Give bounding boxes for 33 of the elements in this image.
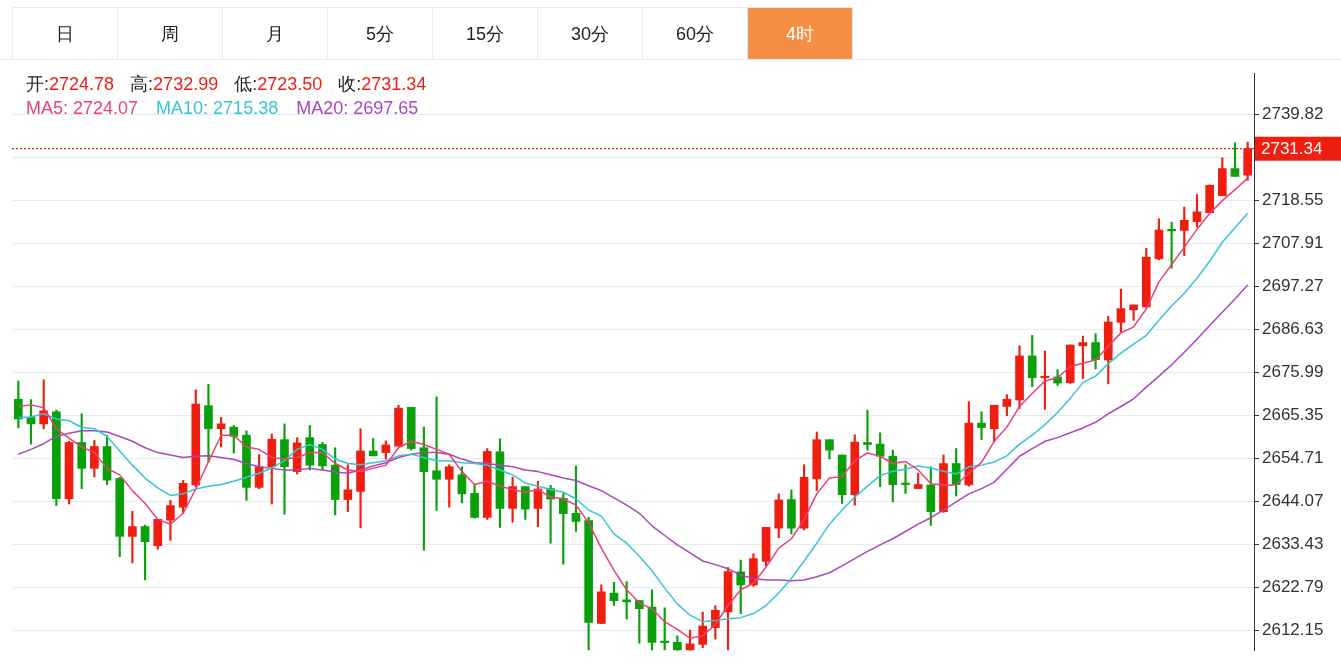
- text: 4时: [748, 7, 853, 60]
- candlestick: [280, 423, 289, 515]
- y-tick-label: 2612.15: [1262, 620, 1324, 640]
- y-tick-label: 2675.99: [1262, 362, 1324, 382]
- ref-line-label: 2731.34: [1261, 139, 1323, 159]
- annotation: 收:2731.34: [338, 74, 427, 94]
- y-tick-label: 2633.43: [1262, 534, 1324, 554]
- text: 60分: [643, 7, 748, 60]
- text: 月: [223, 7, 328, 60]
- y-tick-label: 2644.07: [1262, 491, 1324, 511]
- y-tick-label: 2739.82: [1262, 104, 1324, 124]
- annotation: 开:2724.78: [26, 74, 115, 94]
- annotation: 低:2723.50: [234, 74, 323, 94]
- text: 周: [118, 7, 223, 60]
- text: 日: [13, 7, 118, 60]
- y-tick-label: 2622.79: [1262, 577, 1324, 597]
- text: 5分: [328, 7, 433, 60]
- text: MA10: 2715.38: [156, 98, 279, 119]
- text: 30分: [538, 7, 643, 60]
- annotation: 高:2732.99: [130, 74, 219, 94]
- y-tick-label: 2697.27: [1262, 276, 1324, 296]
- text: 15分: [433, 7, 538, 60]
- text: MA20: 2697.65: [296, 98, 419, 119]
- y-tick-label: 2686.63: [1262, 319, 1324, 339]
- candlestick: [977, 411, 986, 440]
- candlestick: [863, 409, 872, 451]
- y-tick-label: 2707.91: [1262, 233, 1324, 253]
- y-tick-label: 2654.71: [1262, 448, 1324, 468]
- y-tick-label: 2718.55: [1262, 190, 1324, 210]
- candlestick: [432, 396, 441, 511]
- candlestick: [901, 464, 910, 494]
- y-tick-label: 2665.35: [1262, 405, 1324, 425]
- text: MA5: 2724.07: [26, 98, 139, 119]
